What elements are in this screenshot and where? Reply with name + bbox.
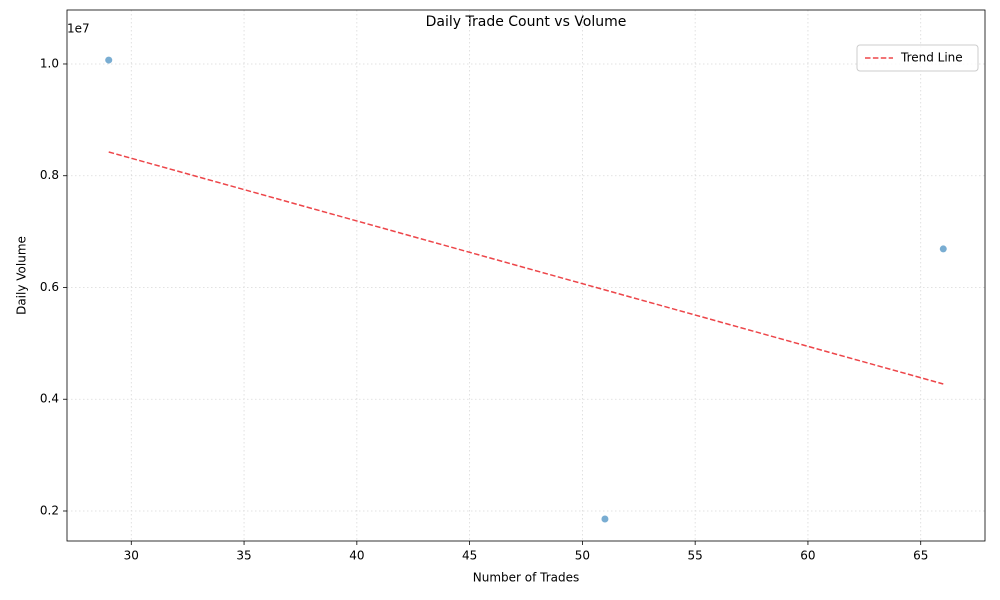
x-tick-label: 40 xyxy=(349,549,364,563)
y-tick-label: 0.4 xyxy=(40,392,59,406)
x-tick-label: 50 xyxy=(575,549,590,563)
y-axis-label: Daily Volume xyxy=(15,236,29,315)
x-tick-label: 30 xyxy=(124,549,139,563)
y-offset-label: 1e7 xyxy=(67,22,90,36)
x-tick-label: 60 xyxy=(800,549,815,563)
scatter-point xyxy=(939,245,947,253)
chart-title: Daily Trade Count vs Volume xyxy=(426,14,627,30)
y-tick-label: 0.8 xyxy=(40,168,59,182)
plot-frame xyxy=(66,9,986,542)
scatter-point xyxy=(601,515,609,523)
legend-label: Trend Line xyxy=(900,51,963,65)
x-tick-label: 55 xyxy=(688,549,703,563)
y-tick-label: 0.2 xyxy=(40,503,59,517)
y-tick-label: 1.0 xyxy=(40,56,59,70)
x-tick-label: 45 xyxy=(462,549,477,563)
y-tick-label: 0.6 xyxy=(40,280,59,294)
x-tick-label: 65 xyxy=(913,549,928,563)
x-tick-label: 35 xyxy=(236,549,251,563)
trend-line xyxy=(108,151,944,385)
scatter-point xyxy=(105,56,113,64)
legend-box xyxy=(856,44,979,72)
x-axis-label: Number of Trades xyxy=(473,571,580,585)
